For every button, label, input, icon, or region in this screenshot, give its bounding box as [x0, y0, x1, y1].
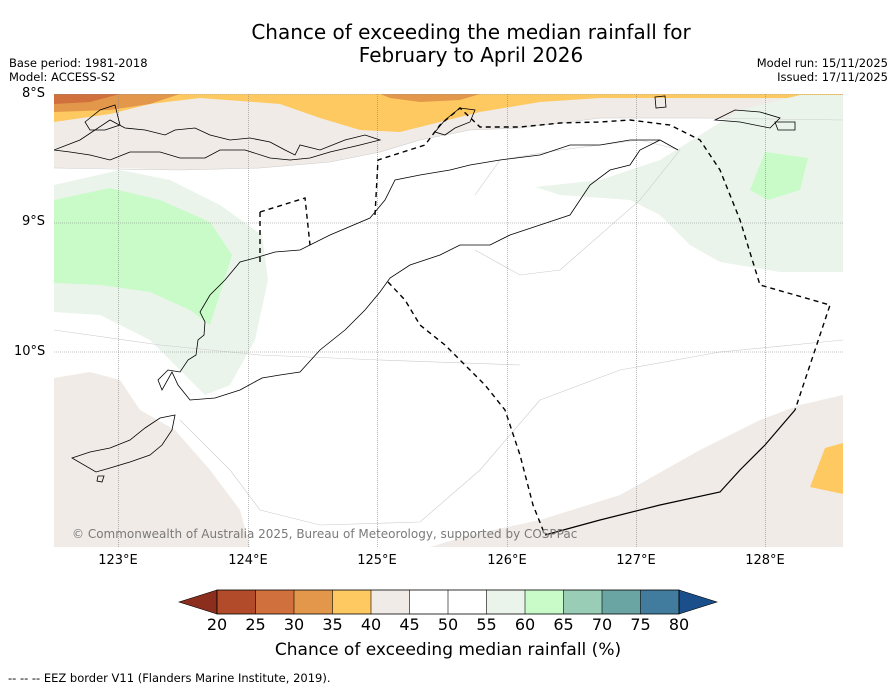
wet-green-west — [54, 188, 232, 325]
chart-title-line1: Chance of exceeding the median rainfall … — [251, 20, 691, 44]
colorbar-tick-label: 75 — [630, 615, 651, 634]
colorbar-tick-label: 30 — [283, 615, 305, 634]
colorbar-tick-label: 35 — [322, 615, 343, 634]
lon-label-125e: 125°E — [357, 553, 397, 568]
lat-label-10s: 10°S — [14, 344, 46, 359]
colorbar-segment — [525, 590, 564, 614]
coast-island-ne2 — [713, 109, 781, 129]
colorbar — [178, 589, 718, 615]
wet-green-east — [750, 152, 808, 200]
model-run: Model run: 15/11/2025 — [756, 56, 888, 70]
lon-label-128e: 128°E — [745, 553, 785, 568]
coast-island-ne3 — [774, 121, 796, 131]
model-name: Model: ACCESS-S2 — [9, 70, 116, 84]
colorbar-tick-label: 65 — [553, 615, 574, 634]
colorbar-tick-label: 25 — [245, 615, 266, 634]
colorbar-segment — [294, 590, 333, 614]
colorbar-tick-label: 20 — [206, 615, 228, 634]
graticule — [54, 94, 843, 547]
contour-lines — [54, 117, 843, 526]
colorbar-tick-label: 55 — [476, 615, 497, 634]
lat-label-8s: 8°S — [22, 86, 46, 101]
eez-footnote: -- -- -- EEZ border V11 (Flanders Marine… — [8, 671, 331, 685]
eez-solid-segment — [544, 409, 796, 536]
colorbar-segment — [563, 590, 602, 614]
dry-southeast — [810, 443, 843, 494]
wet-light-east — [535, 95, 843, 272]
colorbar-segment — [255, 590, 294, 614]
near-normal-north — [54, 94, 843, 170]
colorbar-segment — [217, 590, 256, 614]
colorbar-segment — [409, 590, 448, 614]
colorbar-segment — [448, 590, 487, 614]
dry-band-north — [54, 94, 843, 132]
issued-date: Issued: 17/11/2025 — [777, 70, 888, 84]
dry-darkest-north — [54, 94, 120, 104]
colorbar-under-arrow — [178, 589, 218, 615]
lon-label-124e: 124°E — [228, 553, 268, 568]
coast-island-ne1 — [654, 95, 667, 109]
colorbar-over-arrow — [678, 589, 718, 615]
colorbar-segment — [371, 590, 410, 614]
coast-small-sw — [96, 475, 105, 483]
lon-label-126e: 126°E — [487, 553, 527, 568]
colorbar-tick-label: 60 — [514, 615, 536, 634]
colorbar-title: Chance of exceeding median rainfall (%) — [274, 640, 622, 660]
map-area: © Commonwealth of Australia 2025, Bureau… — [54, 94, 843, 547]
copyright-text: © Commonwealth of Australia 2025, Bureau… — [72, 527, 577, 541]
coast-rote — [71, 414, 176, 473]
coast-timor — [157, 139, 679, 401]
colorbar-segment — [486, 590, 525, 614]
colorbar-tick-label: 70 — [591, 615, 613, 634]
base-period: Base period: 1981-2018 — [9, 56, 148, 70]
eez-border — [259, 107, 831, 536]
coast-wetar — [54, 119, 382, 161]
colorbar-tick-label: 50 — [437, 615, 459, 634]
coastlines — [54, 95, 796, 483]
near-normal-southwest — [54, 372, 250, 547]
chart-title-line2: February to April 2026 — [358, 43, 584, 67]
colorbar-tick-label: 80 — [668, 615, 690, 634]
dry-dark-center — [380, 94, 480, 102]
coast-alor — [84, 104, 121, 131]
colorbar-tick-label: 45 — [399, 615, 420, 634]
colorbar-segment — [332, 590, 371, 614]
lon-label-127e: 127°E — [616, 553, 656, 568]
colorbar-segment — [602, 590, 641, 614]
lon-label-123e: 123°E — [98, 553, 138, 568]
colorbar-segment — [640, 590, 679, 614]
colorbar-tick-label: 40 — [360, 615, 382, 634]
near-normal-southeast — [430, 395, 843, 547]
lat-label-9s: 9°S — [22, 214, 46, 229]
